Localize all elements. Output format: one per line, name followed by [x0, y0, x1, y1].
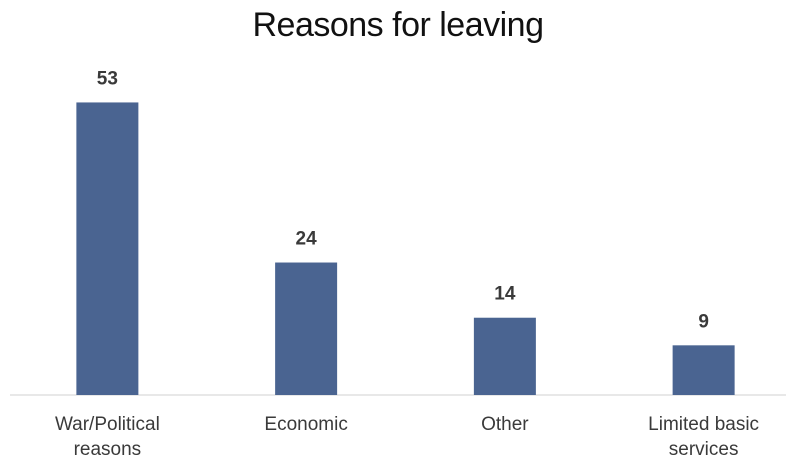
chart-title: Reasons for leaving [252, 6, 544, 44]
category-label-1-0: Economic [264, 414, 347, 435]
data-label-1: 24 [296, 229, 318, 250]
bar-2 [473, 317, 536, 395]
category-label-2-0: Other [481, 414, 529, 435]
data-label-2: 14 [494, 284, 516, 305]
bar-0 [76, 102, 139, 395]
data-label-3: 9 [698, 311, 709, 332]
bar-3 [672, 345, 735, 395]
bar-1 [275, 262, 338, 395]
data-label-0: 53 [97, 68, 118, 89]
category-label-0-0: War/Political [55, 414, 160, 435]
category-label-3-1: services [669, 439, 739, 459]
category-label-3-0: Limited basic [648, 414, 759, 435]
category-label-0-1: reasons [74, 439, 142, 459]
